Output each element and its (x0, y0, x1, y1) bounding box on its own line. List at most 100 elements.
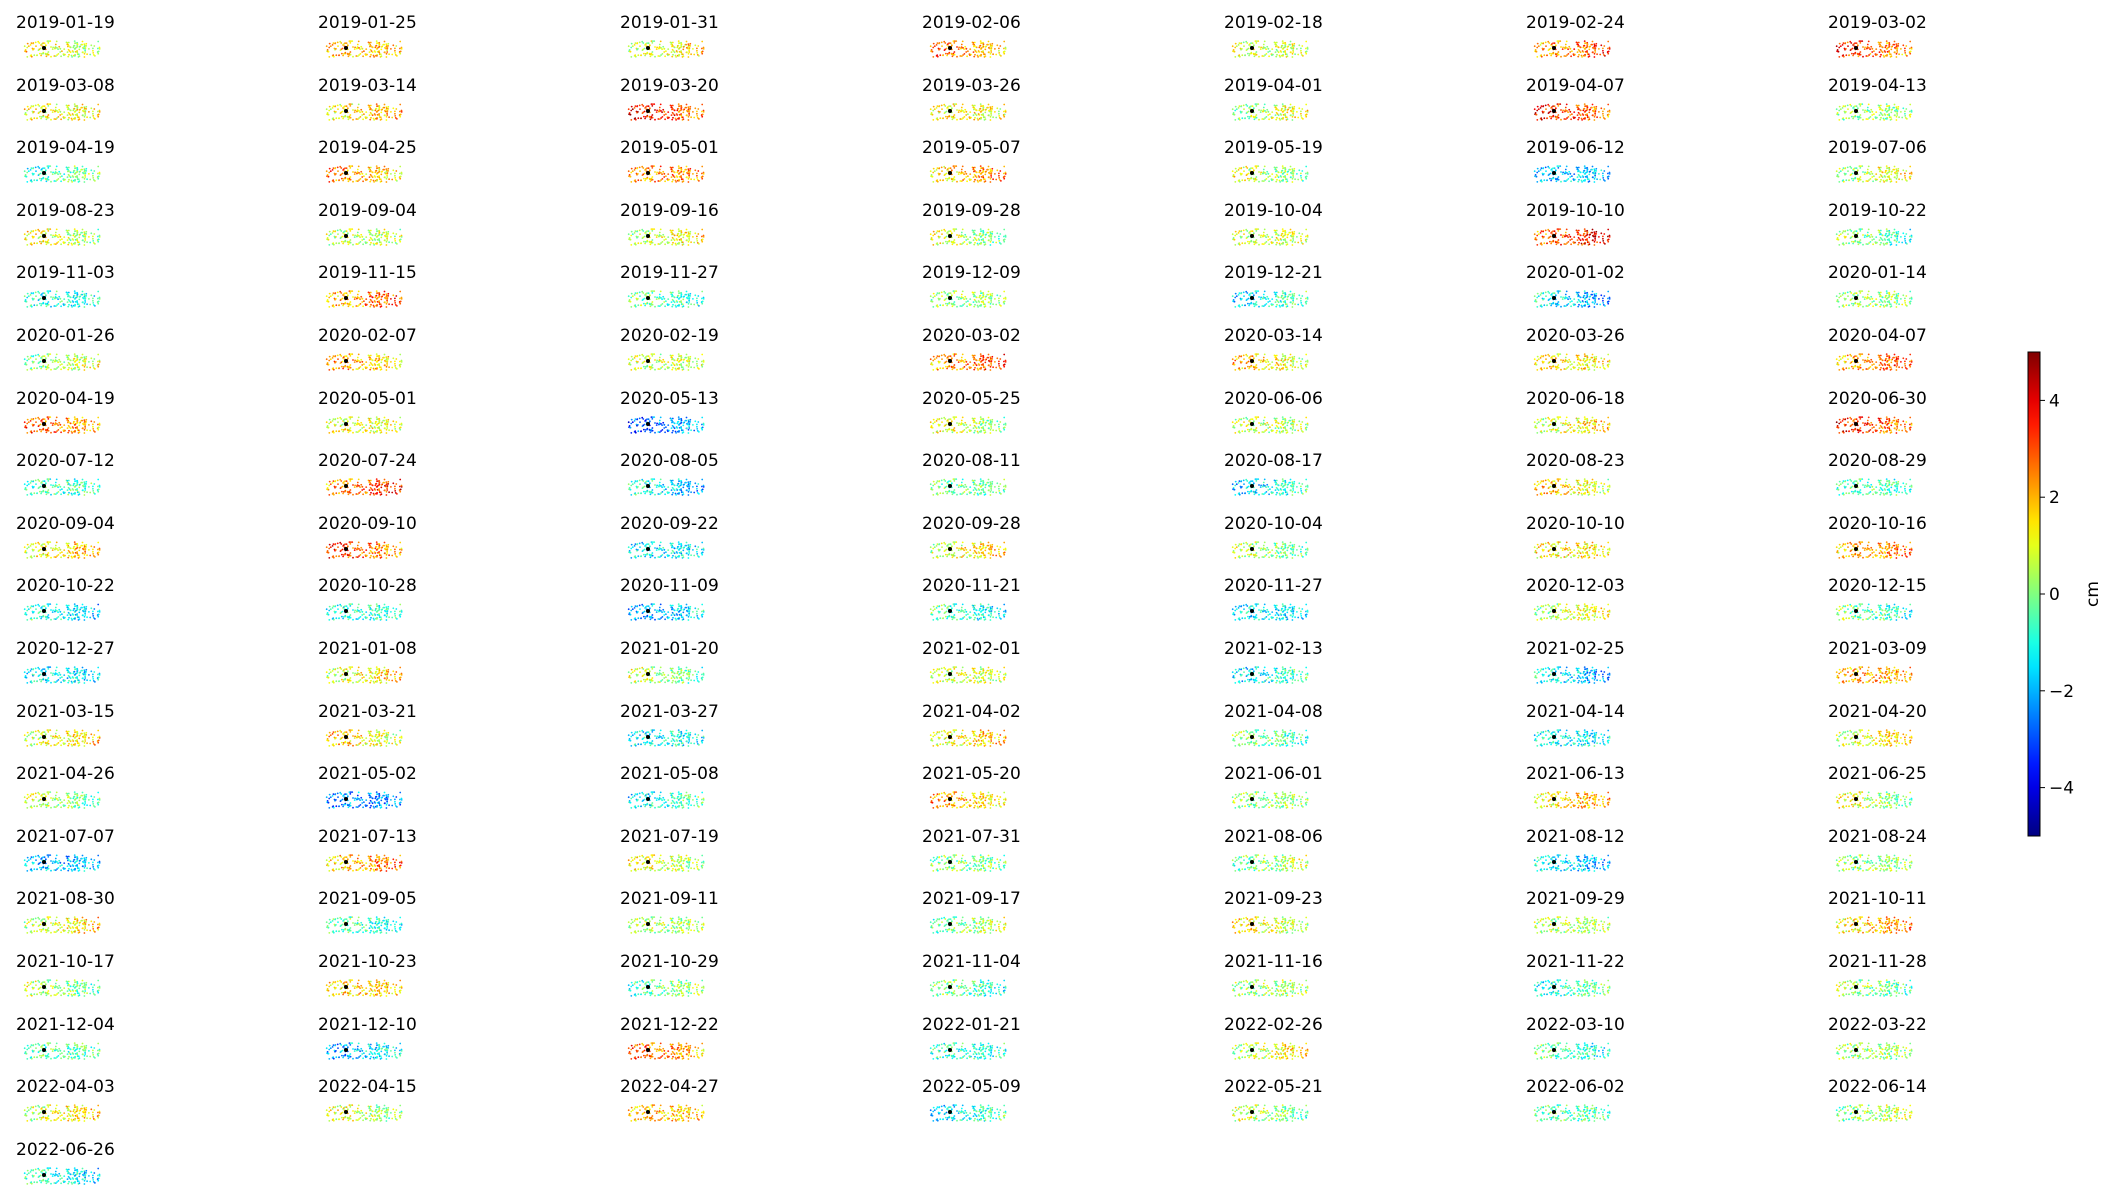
scatter-point (98, 173, 101, 175)
scatter-point (53, 305, 56, 308)
scatter-point (335, 54, 338, 57)
panel-title: 2019-10-10 (1526, 201, 1625, 221)
scatter-point (328, 46, 331, 49)
scatter-point (26, 105, 29, 108)
scatter-point (363, 50, 365, 53)
scatter-point (1885, 44, 1888, 47)
scatter-point (34, 229, 37, 232)
scatter-point (648, 169, 651, 172)
scatter-point (1857, 180, 1860, 183)
scatter-point (932, 230, 935, 233)
scatter-point (1277, 113, 1280, 116)
scatter-point (368, 229, 371, 232)
scatter-point (1893, 106, 1895, 109)
panel-title: 2019-06-12 (1526, 138, 1625, 158)
scatter-point (1893, 165, 1896, 168)
scatter-point (1872, 117, 1874, 120)
scatter-point (676, 171, 679, 174)
scatter-point (950, 106, 953, 109)
scatter-point (962, 47, 964, 49)
scatter-point (339, 40, 342, 43)
scatter-point (83, 170, 86, 173)
scatter-point (999, 170, 1002, 173)
scatter-point (331, 169, 334, 171)
scatter-point (936, 116, 939, 119)
scatter-point (643, 172, 646, 175)
scatter-point (1557, 167, 1560, 169)
scatter-point (78, 173, 81, 176)
scatter-point (363, 112, 365, 115)
scatter-point (1564, 235, 1566, 238)
scatter-point (1880, 53, 1882, 56)
scatter-point (50, 243, 52, 246)
scatter-point (68, 232, 70, 235)
scatter-point (1306, 234, 1309, 237)
panel-title: 2019-04-01 (1224, 76, 1323, 96)
reference-point (646, 46, 650, 50)
scatter-point (1567, 178, 1570, 180)
scatter-point (944, 229, 947, 232)
scatter-point (982, 239, 985, 242)
scatter-point (649, 178, 651, 181)
scatter-point (68, 116, 70, 119)
scatter-point (1857, 243, 1860, 245)
scatter-point (1897, 105, 1900, 108)
scatter-point (660, 179, 662, 182)
scatter-point (98, 46, 101, 49)
scatter-point (35, 45, 37, 47)
scatter-point (1584, 229, 1586, 232)
scatter-point (378, 176, 381, 179)
scatter-point (1868, 179, 1870, 182)
scatter-point (44, 169, 47, 172)
scatter-point (1888, 51, 1891, 54)
scatter-point (1864, 234, 1866, 237)
scatter-point (86, 178, 88, 181)
scatter-point (1837, 50, 1840, 53)
scatter-point (355, 117, 358, 120)
scatter-point (1557, 116, 1560, 119)
panel-title: 2019-09-16 (620, 201, 719, 221)
scatter-point (932, 46, 935, 49)
scatter-point (1579, 234, 1582, 237)
scatter-point (664, 55, 666, 58)
scatter-point (951, 243, 954, 245)
scatter-point (1265, 178, 1268, 180)
scatter-point (1888, 237, 1890, 240)
scatter-point (1591, 228, 1594, 231)
scatter-point (1583, 165, 1586, 168)
scatter-point (689, 45, 692, 47)
scatter-point (1281, 102, 1284, 105)
scatter-point (1284, 114, 1287, 116)
scatter-point (1240, 167, 1242, 170)
scatter-point (673, 239, 676, 241)
scatter-point (1550, 230, 1553, 233)
scatter-point (1277, 51, 1280, 54)
scatter-point (85, 230, 88, 233)
scatter-point (1849, 40, 1852, 43)
scatter-point (952, 165, 955, 168)
scatter-point (1869, 48, 1871, 51)
scatter-point (50, 118, 52, 121)
scatter-point (383, 228, 386, 231)
scatter-point (1888, 108, 1891, 111)
scatter-point (85, 107, 88, 110)
scatter-point (673, 113, 676, 116)
scatter-point (1292, 237, 1294, 240)
scatter-point (658, 43, 661, 46)
scatter-point (335, 110, 337, 113)
scatter-point (1548, 104, 1551, 107)
scatter-point (369, 111, 372, 114)
scatter-point (634, 180, 637, 183)
scatter-point (1306, 235, 1309, 238)
scatter-point (702, 234, 705, 237)
scatter-point (349, 241, 352, 244)
scatter-point (983, 115, 986, 118)
scatter-point (1852, 179, 1854, 182)
scatter-point (672, 170, 674, 173)
scatter-point (987, 40, 990, 43)
scatter-point (990, 174, 992, 177)
scatter-point (1868, 234, 1870, 237)
scatter-point (335, 242, 338, 244)
scatter-point (394, 112, 396, 115)
scatter-point (378, 168, 381, 171)
